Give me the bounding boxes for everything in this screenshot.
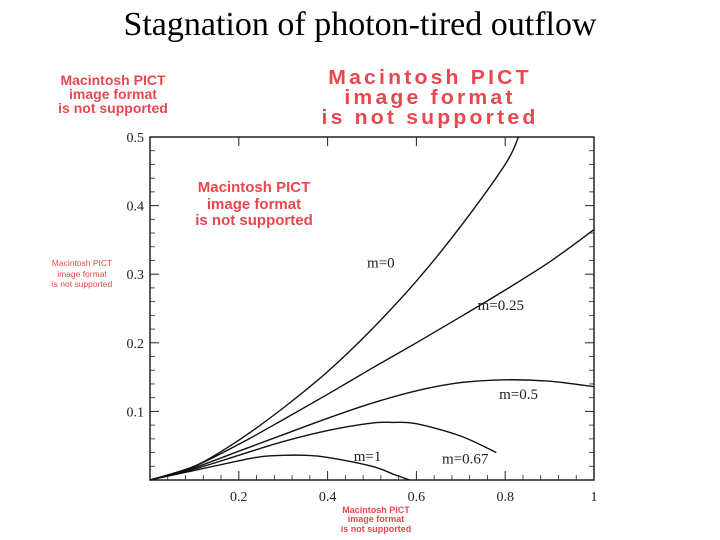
- series-line: [149, 421, 497, 481]
- unsupported-image-placeholder: Macintosh PICT image format is not suppo…: [36, 73, 190, 115]
- y-axis: 0.1 0.2 0.3 0.4 0.5: [127, 131, 594, 467]
- unsupported-image-placeholder: Macintosh PICT image format is not suppo…: [42, 258, 122, 290]
- placeholder-line: image format: [206, 195, 302, 213]
- series-label: m=0.5: [499, 387, 538, 403]
- placeholder-line: is not supported: [195, 212, 313, 229]
- series-line: [149, 454, 410, 481]
- y-tick-label: 0.3: [127, 268, 145, 283]
- y-tick-label: 0.5: [127, 131, 145, 146]
- y-tick-label: 0.1: [127, 405, 145, 420]
- placeholder-line: image format: [344, 87, 516, 109]
- series-label: m=1: [354, 449, 382, 465]
- placeholder-line: Macintosh PICT: [197, 179, 311, 196]
- x-axis: 0.2 0.4 0.6 0.8 1: [167, 137, 598, 505]
- unsupported-image-placeholder: Macintosh PICT image format is not suppo…: [241, 68, 618, 128]
- x-tick-label: 1: [591, 490, 598, 505]
- plot-frame: [149, 136, 595, 481]
- placeholder-line: is not supported: [58, 100, 168, 116]
- series-line: [149, 229, 595, 481]
- y-tick-label: 0.2: [127, 337, 145, 352]
- placeholder-line: is not supported: [51, 279, 113, 290]
- placeholder-line: is not supported: [321, 107, 539, 129]
- series-labels: m=0 m=0.25 m=0.5 m=0.67 m=1: [354, 255, 538, 467]
- placeholder-line: is not supported: [340, 523, 412, 534]
- placeholder-line: Macintosh PICT: [342, 505, 410, 515]
- x-tick-label: 0.4: [319, 490, 337, 505]
- placeholder-line: Macintosh PICT: [60, 72, 166, 88]
- series-group: [149, 136, 595, 481]
- series-line: [149, 136, 520, 481]
- placeholder-line: Macintosh PICT: [51, 258, 113, 268]
- placeholder-line: image format: [69, 86, 157, 102]
- x-tick-label: 0.6: [408, 490, 426, 505]
- series-label: m=0: [367, 255, 395, 271]
- placeholder-line: image format: [57, 268, 107, 279]
- series-line: [149, 379, 595, 481]
- placeholder-line: image format: [347, 514, 405, 525]
- y-tick-label: 0.4: [127, 200, 145, 215]
- unsupported-image-placeholder: Macintosh PICT image format is not suppo…: [182, 179, 326, 230]
- unsupported-image-placeholder: Macintosh PICT image format is not suppo…: [296, 505, 456, 534]
- placeholder-line: Macintosh PICT: [328, 67, 532, 89]
- series-label: m=0.25: [478, 298, 524, 314]
- x-tick-label: 0.2: [230, 490, 248, 505]
- x-tick-label: 0.8: [496, 490, 514, 505]
- series-label: m=0.67: [442, 452, 489, 468]
- slide-title: Stagnation of photon-tired outflow: [123, 6, 597, 43]
